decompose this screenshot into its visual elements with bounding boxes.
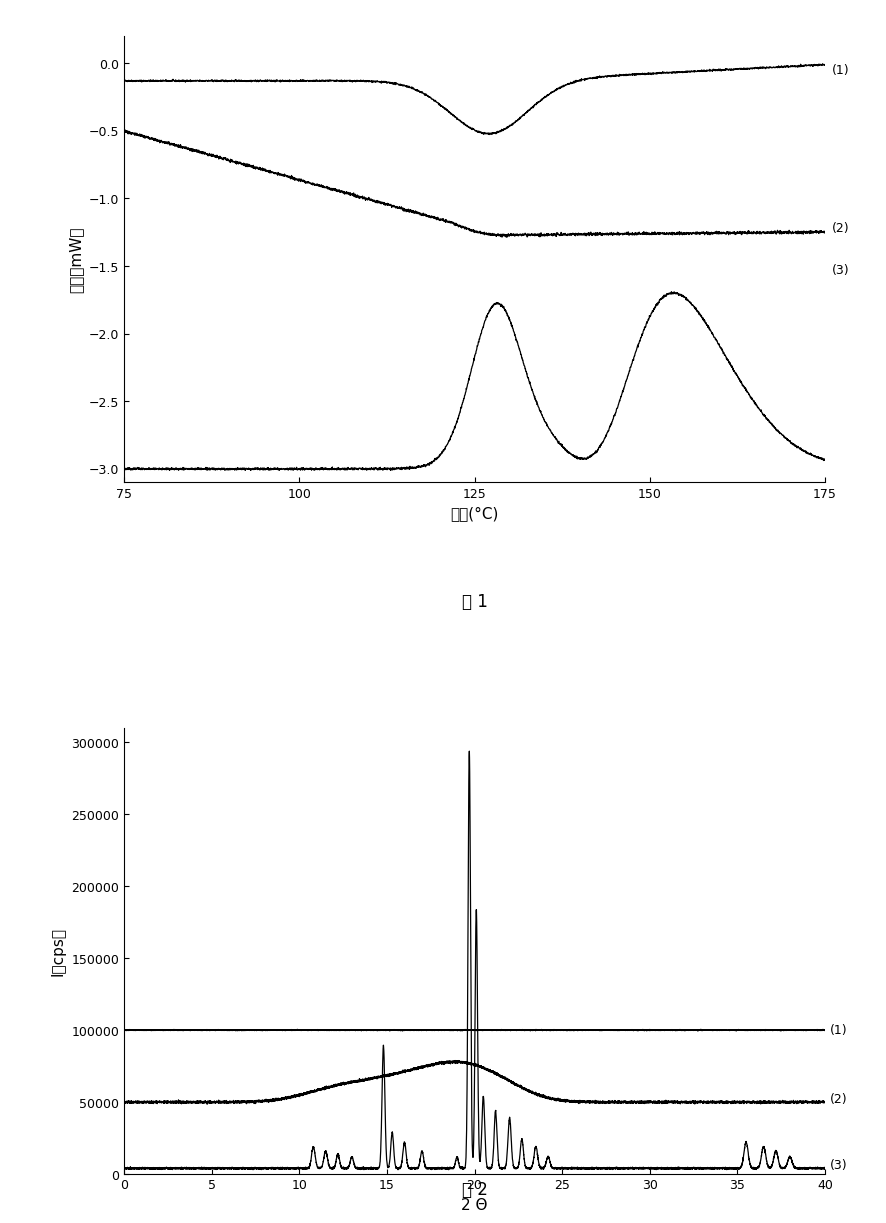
Text: (1): (1) <box>829 1024 847 1037</box>
Text: (2): (2) <box>829 1093 847 1106</box>
Text: (3): (3) <box>829 1159 847 1172</box>
Text: (1): (1) <box>831 64 849 77</box>
Text: (3): (3) <box>831 264 849 278</box>
X-axis label: 2 Θ: 2 Θ <box>461 1197 487 1212</box>
Text: 图 2: 图 2 <box>461 1180 487 1199</box>
Y-axis label: I（cps）: I（cps） <box>51 927 66 976</box>
Text: 图 1: 图 1 <box>461 593 487 612</box>
X-axis label: 温度(°C): 温度(°C) <box>450 506 498 521</box>
Y-axis label: 热流（mW）: 热流（mW） <box>68 226 83 294</box>
Text: (2): (2) <box>831 223 849 235</box>
